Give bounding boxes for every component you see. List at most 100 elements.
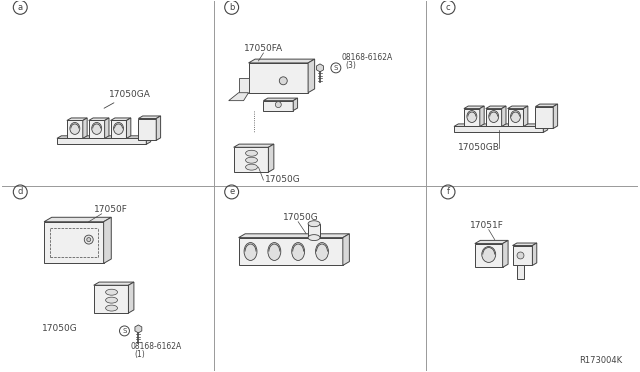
Polygon shape — [135, 325, 142, 333]
Polygon shape — [553, 104, 557, 128]
Polygon shape — [156, 116, 161, 140]
Polygon shape — [264, 101, 293, 110]
Ellipse shape — [316, 243, 328, 260]
Ellipse shape — [308, 221, 320, 227]
Ellipse shape — [244, 243, 257, 260]
Polygon shape — [268, 144, 274, 172]
Polygon shape — [239, 234, 349, 238]
Text: 17050FA: 17050FA — [244, 44, 283, 53]
Polygon shape — [44, 217, 111, 222]
Text: S: S — [333, 65, 338, 71]
Polygon shape — [486, 106, 506, 109]
Polygon shape — [480, 106, 484, 126]
Polygon shape — [89, 121, 104, 138]
Polygon shape — [138, 116, 161, 119]
Text: (3): (3) — [346, 61, 356, 70]
Text: 17050G: 17050G — [266, 175, 301, 184]
Polygon shape — [147, 136, 150, 144]
Ellipse shape — [489, 110, 499, 122]
Polygon shape — [67, 118, 87, 121]
Polygon shape — [508, 106, 528, 109]
Text: (1): (1) — [134, 350, 145, 359]
Circle shape — [275, 102, 282, 108]
Text: a: a — [18, 3, 23, 12]
Polygon shape — [308, 59, 315, 93]
Polygon shape — [516, 265, 524, 279]
Polygon shape — [293, 98, 298, 110]
Polygon shape — [343, 234, 349, 265]
Text: b: b — [229, 3, 234, 12]
Polygon shape — [111, 118, 131, 121]
Ellipse shape — [246, 157, 257, 163]
Ellipse shape — [246, 164, 257, 170]
Polygon shape — [502, 106, 506, 126]
Ellipse shape — [70, 122, 80, 134]
Polygon shape — [234, 147, 268, 172]
Polygon shape — [536, 107, 553, 128]
Ellipse shape — [246, 150, 257, 156]
Polygon shape — [475, 240, 508, 244]
Ellipse shape — [106, 297, 118, 303]
Polygon shape — [464, 106, 484, 109]
Polygon shape — [57, 136, 150, 138]
Text: e: e — [229, 187, 234, 196]
Ellipse shape — [308, 235, 320, 241]
Polygon shape — [104, 217, 111, 263]
Ellipse shape — [292, 243, 305, 260]
Ellipse shape — [92, 122, 102, 134]
Polygon shape — [532, 243, 537, 265]
Polygon shape — [524, 106, 528, 126]
Polygon shape — [543, 124, 548, 132]
Text: d: d — [17, 187, 23, 196]
Ellipse shape — [106, 305, 118, 311]
Text: S: S — [122, 328, 127, 334]
Polygon shape — [44, 222, 104, 263]
Text: f: f — [447, 187, 449, 196]
Polygon shape — [508, 109, 524, 126]
Polygon shape — [239, 238, 343, 265]
Ellipse shape — [467, 110, 477, 122]
Polygon shape — [127, 118, 131, 138]
Ellipse shape — [106, 289, 118, 295]
Text: 17050GA: 17050GA — [104, 90, 150, 108]
Polygon shape — [111, 121, 127, 138]
Polygon shape — [57, 138, 147, 144]
Polygon shape — [502, 240, 508, 267]
Polygon shape — [486, 109, 502, 126]
Circle shape — [517, 252, 524, 259]
Polygon shape — [464, 109, 480, 126]
Polygon shape — [264, 98, 298, 101]
Polygon shape — [536, 104, 557, 107]
Polygon shape — [317, 64, 323, 72]
Polygon shape — [239, 78, 248, 93]
Polygon shape — [454, 124, 548, 126]
Polygon shape — [67, 121, 83, 138]
Text: c: c — [445, 3, 451, 12]
Ellipse shape — [482, 247, 495, 262]
Text: 17050F: 17050F — [93, 205, 127, 214]
Circle shape — [279, 77, 287, 85]
Polygon shape — [248, 59, 315, 63]
Text: 17050GB: 17050GB — [458, 143, 500, 152]
Text: 17050G: 17050G — [42, 324, 78, 333]
Text: R173004K: R173004K — [580, 356, 623, 365]
Text: 08168-6162A: 08168-6162A — [131, 342, 182, 351]
Polygon shape — [513, 243, 537, 246]
Polygon shape — [93, 282, 134, 285]
Polygon shape — [475, 244, 502, 267]
Polygon shape — [513, 246, 532, 265]
Polygon shape — [234, 144, 274, 147]
Polygon shape — [83, 118, 87, 138]
Polygon shape — [93, 285, 129, 313]
Polygon shape — [248, 63, 308, 93]
Ellipse shape — [511, 110, 520, 122]
Polygon shape — [104, 118, 109, 138]
Ellipse shape — [113, 122, 124, 134]
Circle shape — [87, 238, 91, 241]
Text: 17051F: 17051F — [470, 221, 504, 230]
Ellipse shape — [268, 243, 281, 260]
Polygon shape — [89, 118, 109, 121]
Polygon shape — [138, 119, 156, 140]
Polygon shape — [228, 93, 248, 101]
Circle shape — [84, 235, 93, 244]
